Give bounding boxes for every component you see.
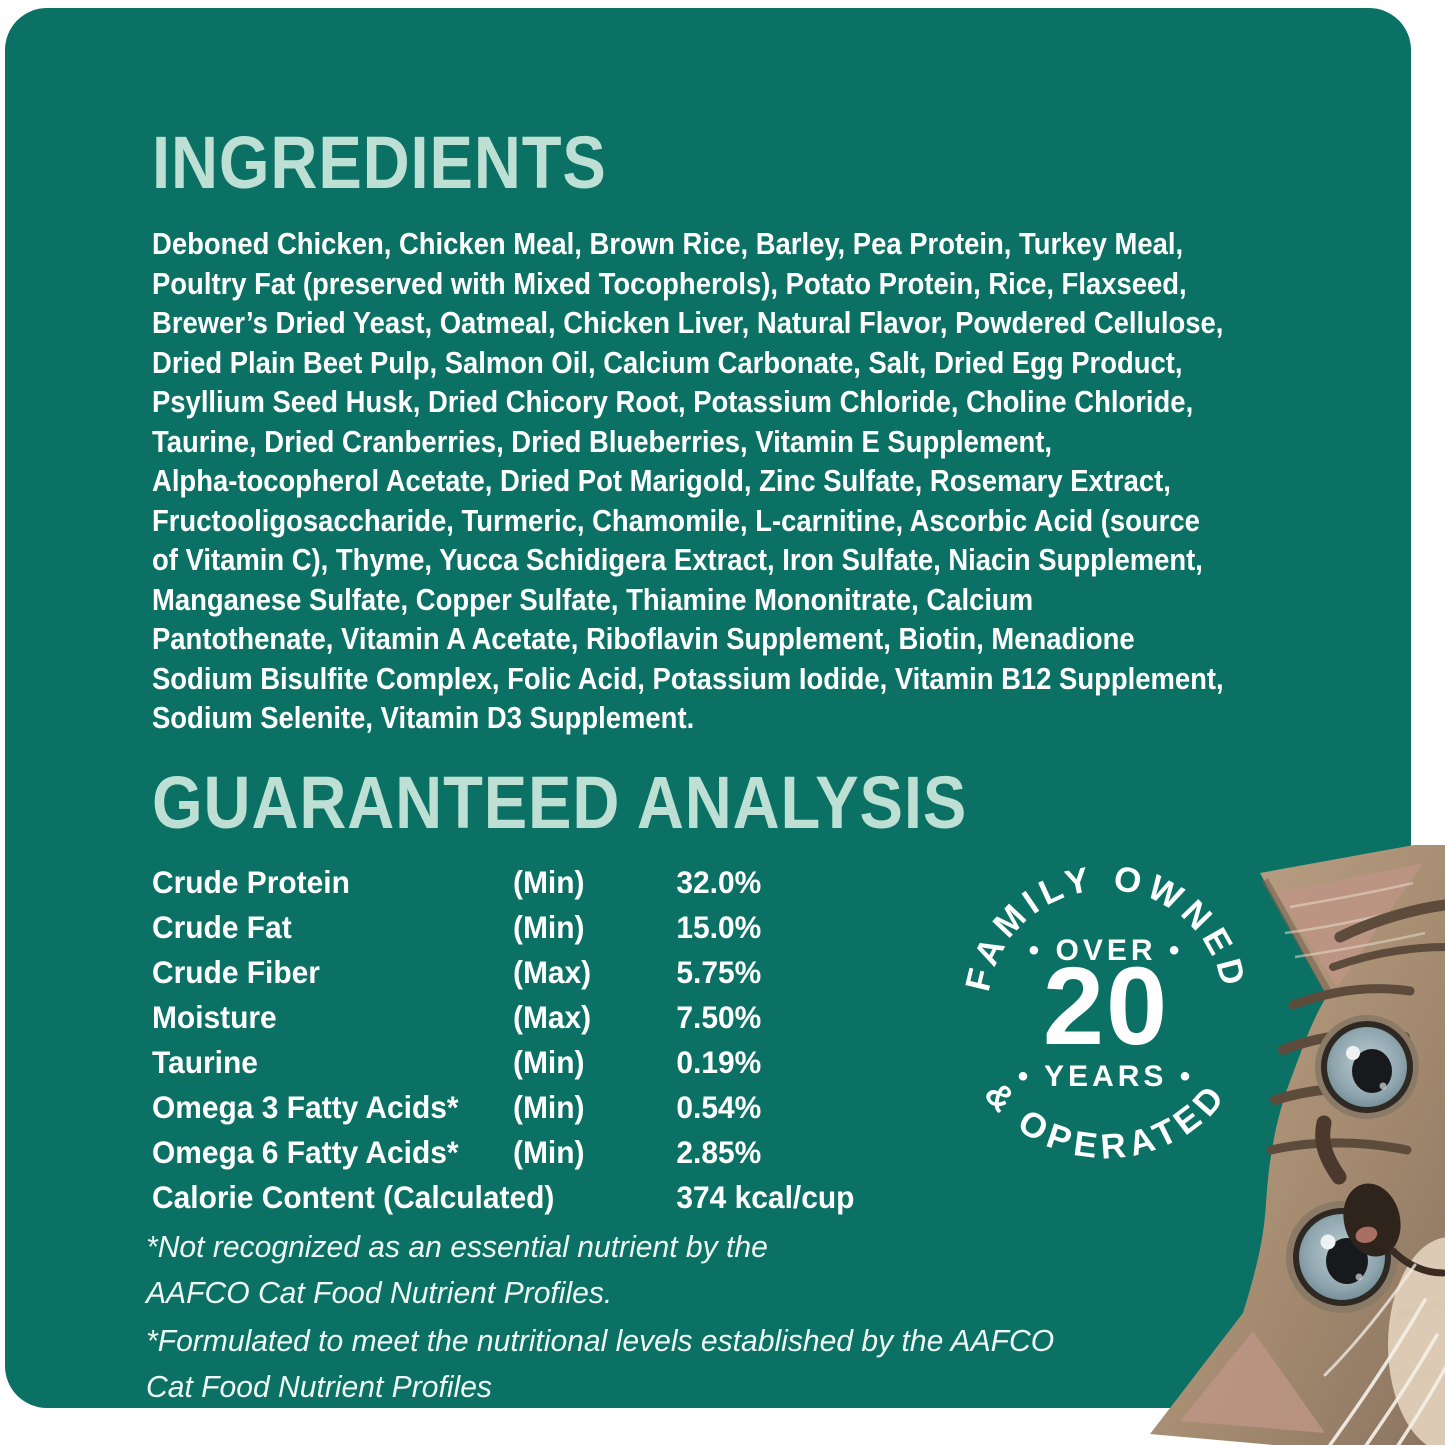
nutrient-name: Calorie Content (Calculated) bbox=[152, 1179, 555, 1215]
nutrient-name: Moisture bbox=[152, 999, 277, 1035]
footnote-essential-nutrient: *Not recognized as an essential nutrient… bbox=[146, 1229, 768, 1310]
family-owned-badge: FAMILY OWNED & OPERATED • OVER • 20 • YE… bbox=[958, 859, 1248, 1167]
nutrient-basis: (Max) bbox=[513, 999, 592, 1035]
cat-nose-bridge bbox=[1315, 1115, 1347, 1185]
footnote-aafco-formulated: *Formulated to meet the nutritional leve… bbox=[146, 1323, 1055, 1404]
guaranteed-analysis-title: GUARANTEED ANALYSIS bbox=[152, 761, 968, 844]
nutrient-value: 15.0% bbox=[676, 909, 762, 945]
cat-ear-lower bbox=[1180, 1331, 1325, 1433]
cat-ear-upper-shadow bbox=[1261, 878, 1334, 997]
cat-eye-upper bbox=[1315, 1015, 1419, 1119]
nutrient-name: Crude Protein bbox=[152, 864, 350, 900]
nutrient-name: Taurine bbox=[152, 1044, 258, 1080]
ingredients-text: Deboned Chicken, Chicken Meal, Brown Ric… bbox=[152, 226, 1224, 735]
nutrient-value: 0.19% bbox=[676, 1044, 762, 1080]
cat-mouth-line bbox=[1389, 1247, 1445, 1277]
cat-whiskers bbox=[1323, 1263, 1445, 1445]
nutrient-name: Omega 3 Fatty Acids* bbox=[152, 1089, 459, 1125]
badge-years-label: • YEARS • bbox=[1018, 1060, 1195, 1093]
ingredients-title: INGREDIENTS bbox=[152, 121, 607, 204]
cat-photo bbox=[1150, 845, 1445, 1445]
cat-nose bbox=[1343, 1183, 1401, 1257]
nutrient-value: 5.75% bbox=[676, 954, 762, 990]
nutrient-value: 32.0% bbox=[676, 864, 762, 900]
nutrient-basis: (Min) bbox=[513, 909, 585, 945]
nutrient-value: 7.50% bbox=[676, 999, 762, 1035]
nutrient-basis: (Min) bbox=[513, 1044, 585, 1080]
nutrient-name: Crude Fiber bbox=[152, 954, 320, 990]
guaranteed-analysis-table: Crude Protein (Min) 32.0% Crude Fat (Min… bbox=[152, 860, 854, 1220]
nutrient-basis: (Min) bbox=[513, 1089, 585, 1125]
nutrient-value: 0.54% bbox=[676, 1089, 762, 1125]
nutrient-basis bbox=[513, 1175, 676, 1220]
nutrient-name: Omega 6 Fatty Acids* bbox=[152, 1134, 459, 1170]
nutrient-value: 2.85% bbox=[676, 1134, 762, 1170]
nutrient-basis: (Min) bbox=[513, 1134, 585, 1170]
nutrient-name: Crude Fat bbox=[152, 909, 292, 945]
nutrient-value: 374 kcal/cup bbox=[676, 1179, 855, 1215]
nutrient-basis: (Max) bbox=[513, 954, 592, 990]
badge-over-label: • OVER • bbox=[1029, 934, 1184, 967]
label-panel bbox=[5, 8, 1411, 1408]
badge-years-number: 20 bbox=[1043, 945, 1169, 1068]
nutrient-basis: (Min) bbox=[513, 864, 585, 900]
cat-ear-upper bbox=[1277, 863, 1423, 987]
